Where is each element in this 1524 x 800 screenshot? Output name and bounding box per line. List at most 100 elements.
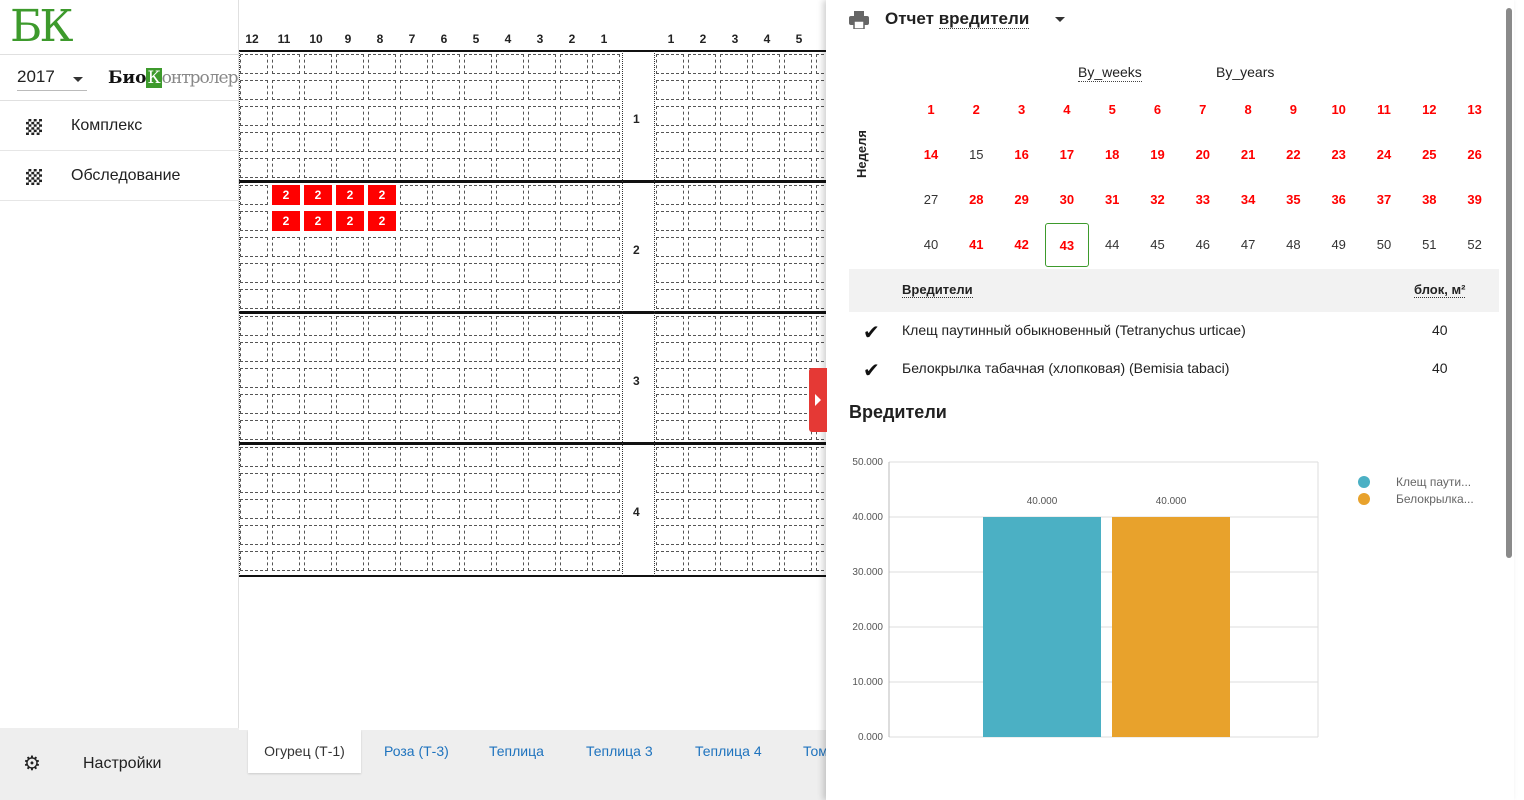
settings-button[interactable]: ⚙ Настройки <box>0 728 239 800</box>
grid-cell[interactable] <box>400 54 428 74</box>
grid-cell[interactable] <box>432 447 460 467</box>
grid-cell[interactable] <box>400 473 428 493</box>
app-logo[interactable]: БК <box>10 1 73 52</box>
grid-cell[interactable] <box>272 316 300 336</box>
grid-cell[interactable] <box>688 473 716 493</box>
grid-cell[interactable] <box>464 132 492 152</box>
grid-cell[interactable] <box>688 551 716 571</box>
week-34[interactable]: 34 <box>1240 192 1256 207</box>
grid-cell[interactable] <box>592 263 620 283</box>
grid-cell[interactable] <box>336 473 364 493</box>
grid-cell[interactable] <box>784 316 812 336</box>
grid-cell[interactable] <box>368 237 396 257</box>
grid-cell[interactable] <box>272 132 300 152</box>
infested-cell[interactable]: 2 <box>336 211 364 231</box>
grid-cell[interactable] <box>240 368 268 388</box>
grid-cell[interactable] <box>816 263 829 283</box>
grid-cell[interactable] <box>528 237 556 257</box>
grid-cell[interactable] <box>400 394 428 414</box>
grid-cell[interactable] <box>496 342 524 362</box>
grid-cell[interactable] <box>592 316 620 336</box>
grid-cell[interactable] <box>784 368 812 388</box>
grid-cell[interactable] <box>496 263 524 283</box>
grid-cell[interactable] <box>464 158 492 178</box>
grid-cell[interactable] <box>400 80 428 100</box>
grid-cell[interactable] <box>464 420 492 440</box>
grid-cell[interactable] <box>528 185 556 205</box>
grid-cell[interactable] <box>720 158 748 178</box>
grid-cell[interactable] <box>272 394 300 414</box>
grid-cell[interactable] <box>688 342 716 362</box>
table-row[interactable]: ✔ Белокрылка табачная (хлопковая) (Bemis… <box>849 352 1499 390</box>
infested-cell[interactable]: 2 <box>368 185 396 205</box>
grid-cell[interactable] <box>304 132 332 152</box>
grid-cell[interactable] <box>368 80 396 100</box>
grid-cell[interactable] <box>752 342 780 362</box>
tab-tomato[interactable]: Том <box>803 743 828 759</box>
grid-cell[interactable] <box>688 420 716 440</box>
grid-cell[interactable] <box>464 316 492 336</box>
grid-cell[interactable] <box>496 420 524 440</box>
grid-cell[interactable] <box>240 80 268 100</box>
grid-cell[interactable] <box>592 106 620 126</box>
grid-cell[interactable] <box>400 237 428 257</box>
grid-cell[interactable] <box>432 132 460 152</box>
grid-cell[interactable] <box>752 368 780 388</box>
grid-cell[interactable] <box>400 342 428 362</box>
grid-cell[interactable] <box>656 473 684 493</box>
grid-cell[interactable] <box>304 237 332 257</box>
week-33[interactable]: 33 <box>1195 192 1211 207</box>
week-16[interactable]: 16 <box>1014 147 1029 162</box>
grid-cell[interactable] <box>496 158 524 178</box>
year-select[interactable]: 2017 <box>17 65 87 93</box>
grid-cell[interactable] <box>400 420 428 440</box>
header-area[interactable]: блок, м² <box>1414 282 1466 298</box>
grid-cell[interactable] <box>560 211 588 231</box>
grid-cell[interactable] <box>560 158 588 178</box>
grid-cell[interactable] <box>688 54 716 74</box>
chevron-down-icon[interactable] <box>1055 17 1065 22</box>
grid-cell[interactable] <box>336 80 364 100</box>
grid-cell[interactable] <box>368 525 396 545</box>
week-38[interactable]: 38 <box>1422 192 1437 207</box>
grid-cell[interactable] <box>720 394 748 414</box>
grid-cell[interactable] <box>240 263 268 283</box>
grid-cell[interactable] <box>432 289 460 309</box>
grid-cell[interactable] <box>240 54 268 74</box>
grid-cell[interactable] <box>272 342 300 362</box>
grid-cell[interactable] <box>272 551 300 571</box>
grid-cell[interactable] <box>752 420 780 440</box>
grid-cell[interactable] <box>304 551 332 571</box>
grid-cell[interactable] <box>560 54 588 74</box>
grid-cell[interactable] <box>432 551 460 571</box>
grid-cell[interactable] <box>304 447 332 467</box>
grid-cell[interactable] <box>496 132 524 152</box>
grid-cell[interactable] <box>304 525 332 545</box>
grid-cell[interactable] <box>656 80 684 100</box>
grid-cell[interactable] <box>240 132 268 152</box>
grid-cell[interactable] <box>784 80 812 100</box>
week-18[interactable]: 18 <box>1104 147 1120 162</box>
grid-cell[interactable] <box>528 263 556 283</box>
grid-cell[interactable] <box>240 185 268 205</box>
week-13[interactable]: 13 <box>1467 102 1482 117</box>
grid-cell[interactable] <box>752 54 780 74</box>
grid-cell[interactable] <box>560 185 588 205</box>
grid-cell[interactable] <box>592 368 620 388</box>
grid-cell[interactable] <box>432 499 460 519</box>
grid-cell[interactable] <box>336 551 364 571</box>
grid-cell[interactable] <box>528 211 556 231</box>
grid-cell[interactable] <box>752 473 780 493</box>
week-43[interactable]: 43 <box>1044 223 1089 267</box>
grid-cell[interactable] <box>432 316 460 336</box>
grid-cell[interactable] <box>464 185 492 205</box>
grid-cell[interactable] <box>496 54 524 74</box>
grid-cell[interactable] <box>336 237 364 257</box>
grid-cell[interactable] <box>688 132 716 152</box>
grid-cell[interactable] <box>240 551 268 571</box>
grid-cell[interactable] <box>784 158 812 178</box>
grid-cell[interactable] <box>784 394 812 414</box>
grid-cell[interactable] <box>336 499 364 519</box>
grid-cell[interactable] <box>816 289 829 309</box>
infested-cell[interactable]: 2 <box>304 185 332 205</box>
